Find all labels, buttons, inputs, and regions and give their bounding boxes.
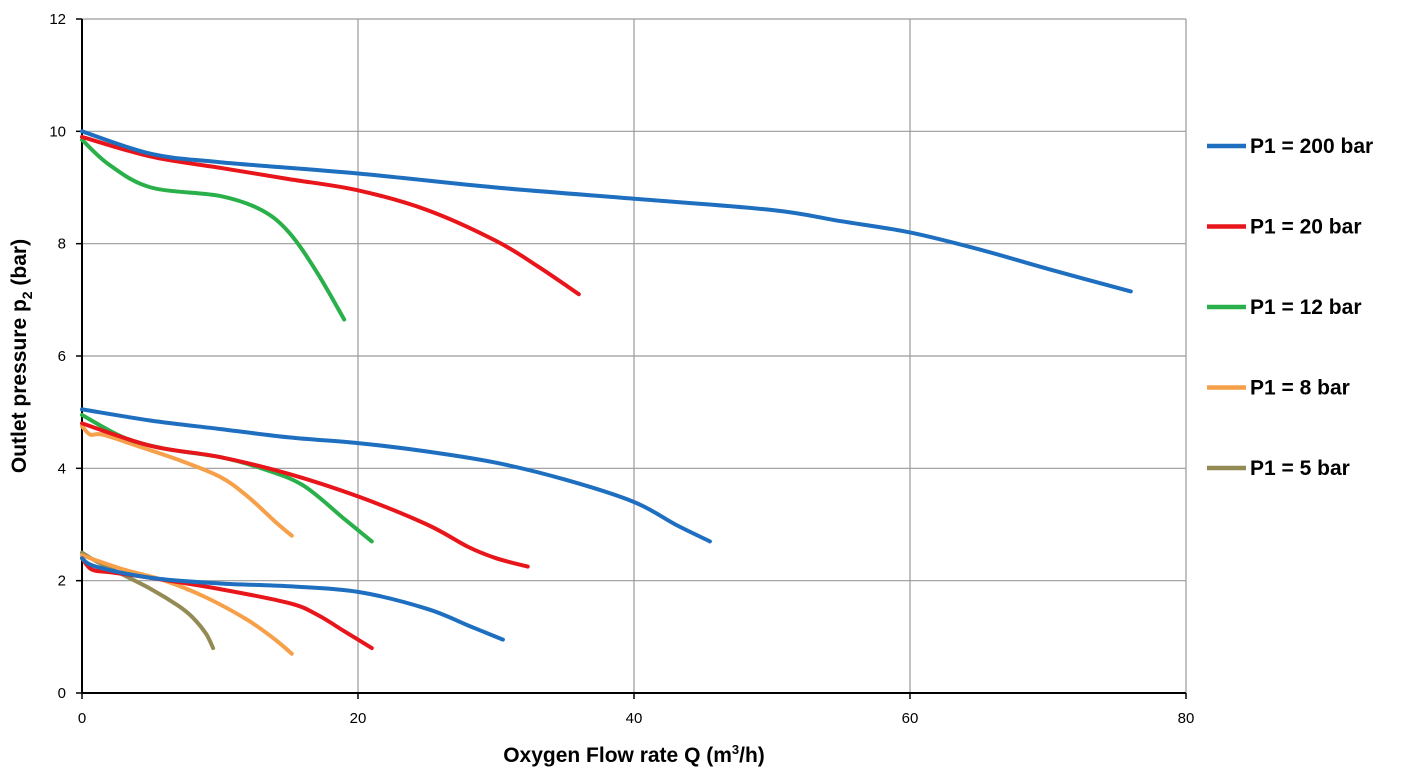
y-tick-label: 0 bbox=[58, 685, 66, 702]
legend-label: P1 = 200 bar bbox=[1250, 135, 1373, 158]
y-axis-title-subscript: 2 bbox=[19, 291, 35, 299]
series-lines bbox=[80, 129, 1133, 656]
y-tick-label: 4 bbox=[58, 460, 66, 477]
series-line bbox=[80, 556, 505, 642]
y-tick-label: 2 bbox=[58, 573, 66, 590]
y-tick-labels: 0 2 4 6 8 10 12 bbox=[49, 11, 66, 702]
series-line bbox=[80, 129, 1133, 294]
x-axis-title-superscript: 3 bbox=[732, 742, 739, 757]
series-line bbox=[80, 421, 530, 569]
y-axis-title: Outlet pressure p2 (bar) bbox=[8, 239, 35, 473]
y-tick-label: 10 bbox=[49, 123, 66, 140]
y-tick-label: 8 bbox=[58, 236, 66, 253]
legend-label: P1 = 12 bar bbox=[1250, 296, 1362, 319]
series-line bbox=[80, 137, 347, 322]
x-tick-label: 40 bbox=[626, 710, 643, 727]
legend-label: P1 = 20 bar bbox=[1250, 216, 1362, 239]
x-axis-title: Oxygen Flow rate Q (m3/h) bbox=[503, 742, 765, 767]
y-tick-label: 12 bbox=[49, 11, 66, 28]
legend-label: P1 = 5 bar bbox=[1250, 457, 1350, 480]
legend: P1 = 200 bar P1 = 20 bar P1 = 12 bar P1 = 8… bbox=[1207, 135, 1373, 480]
series-line bbox=[80, 424, 294, 538]
series-p1-8-bar bbox=[80, 424, 294, 656]
series-line bbox=[80, 134, 581, 297]
x-tick-label: 60 bbox=[902, 710, 919, 727]
series-line bbox=[80, 556, 374, 651]
y-axis-title-end: (bar) bbox=[8, 239, 31, 292]
y-tick-label: 6 bbox=[58, 348, 66, 365]
series-p1-200-bar bbox=[80, 129, 1133, 642]
series-p1-20-bar bbox=[80, 134, 581, 651]
series-line bbox=[80, 407, 712, 544]
x-tick-label: 20 bbox=[350, 710, 367, 727]
x-tick-label: 0 bbox=[78, 710, 86, 727]
x-tick-labels: 0 20 40 60 80 bbox=[78, 710, 1195, 727]
legend-label: P1 = 8 bar bbox=[1250, 377, 1350, 400]
x-axis-title-end: /h) bbox=[739, 744, 765, 767]
y-axis-title-main: Outlet pressure p bbox=[8, 299, 31, 473]
series-line bbox=[80, 553, 294, 656]
x-axis-title-main: Oxygen Flow rate Q (m bbox=[503, 744, 732, 767]
x-tick-label: 80 bbox=[1178, 710, 1195, 727]
